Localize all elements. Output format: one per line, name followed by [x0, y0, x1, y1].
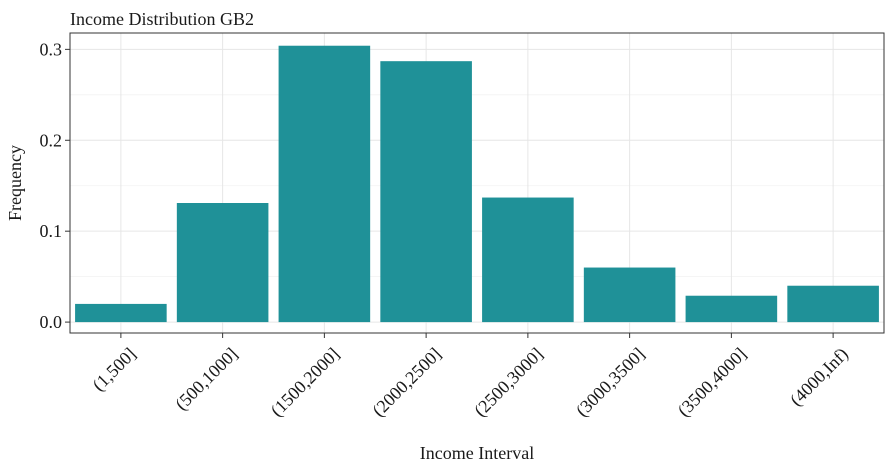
bar: [787, 285, 879, 323]
bar: [278, 45, 371, 323]
x-tick-label: (2000,2500]: [368, 344, 445, 421]
x-tick-label: (1500,2000]: [267, 344, 344, 421]
x-tick-label: (3500,4000]: [674, 344, 751, 421]
y-axis-title: Frequency: [5, 145, 25, 221]
x-axis-title: Income Interval: [420, 443, 534, 463]
y-tick-label: 0.3: [40, 39, 63, 59]
bar: [176, 203, 269, 323]
plot-panel-border: [69, 32, 885, 334]
y-tick-label: 0.2: [40, 130, 63, 150]
x-tick-label: (4000,Inf): [786, 344, 853, 411]
bar: [685, 295, 778, 323]
bar: [75, 303, 167, 323]
y-axis: 0.0 0.1 0.2 0.3: [40, 39, 70, 332]
x-axis: (1,500] (500,1000] (1500,2000] (2000,2500] (…: [88, 333, 853, 421]
bar: [482, 197, 574, 323]
x-tick-label: (1,500]: [88, 344, 140, 396]
x-tick-label: (3000,3500]: [572, 344, 649, 421]
x-tick-label: (2500,3000]: [470, 344, 547, 421]
x-tick-label: (500,1000]: [171, 344, 242, 415]
bar: [380, 61, 472, 323]
y-tick-label: 0.0: [40, 312, 63, 332]
y-tick-label: 0.1: [40, 221, 63, 241]
bars: [75, 45, 879, 323]
chart-title: Income Distribution GB2: [70, 9, 254, 29]
bar: [583, 267, 676, 323]
